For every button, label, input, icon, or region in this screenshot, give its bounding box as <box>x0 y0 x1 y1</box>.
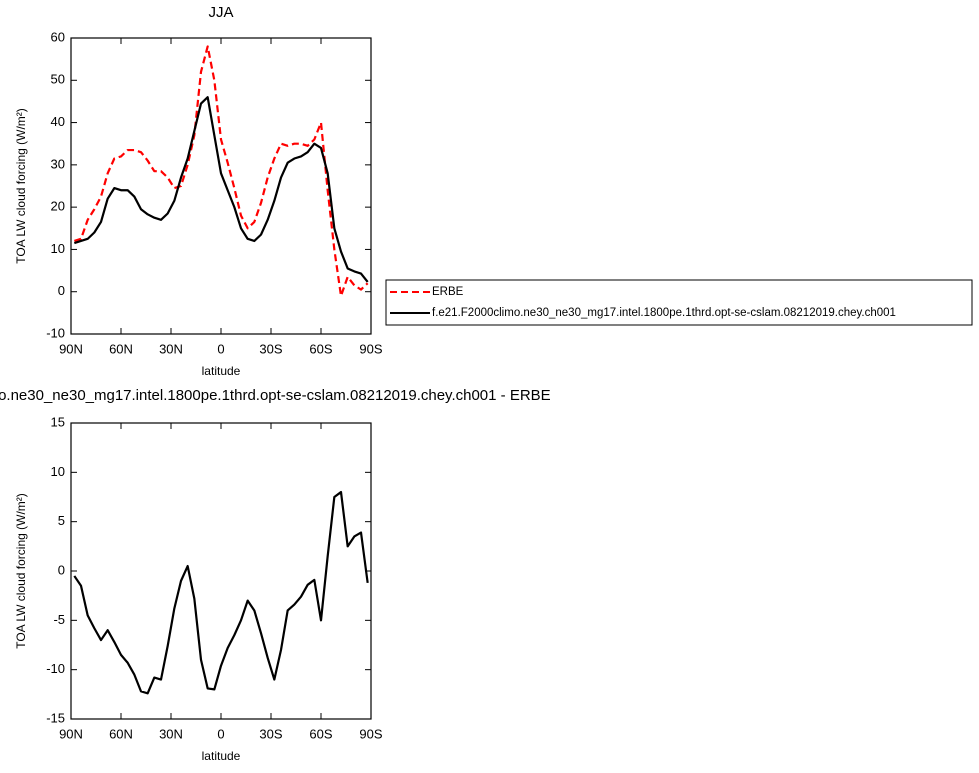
y-tick-label: -5 <box>53 612 65 627</box>
y-tick-label: 10 <box>51 241 65 256</box>
data-line <box>73 490 369 695</box>
data-line <box>73 45 369 298</box>
x-tick-label: 60S <box>309 726 332 741</box>
x-tick-label: 60N <box>109 341 133 356</box>
x-tick-label: 30S <box>259 341 282 356</box>
y-tick-label: 50 <box>51 72 65 87</box>
plot-frame <box>70 422 372 720</box>
x-tick-label: 90N <box>59 726 83 741</box>
legend-box <box>385 279 973 326</box>
y-tick-label: 0 <box>58 283 65 298</box>
y-tick-label: 30 <box>51 156 65 171</box>
x-axis-label: latitude <box>202 364 241 378</box>
legend-label: f.e21.F2000climo.ne30_ne30_mg17.intel.18… <box>432 307 896 319</box>
x-tick-label: 90N <box>59 341 83 356</box>
x-tick-label: 0 <box>217 341 224 356</box>
x-tick-label: 60S <box>309 341 332 356</box>
data-line <box>73 96 369 283</box>
legend-label: ERBE <box>432 286 464 298</box>
y-tick-label: -15 <box>46 710 65 725</box>
y-tick-label: 0 <box>58 562 65 577</box>
y-tick-label: 40 <box>51 114 65 129</box>
y-tick-label: 5 <box>58 513 65 528</box>
y-tick-label: -10 <box>46 661 65 676</box>
y-axis-label: TOA LW cloud forcing (W/m²) <box>14 108 28 264</box>
x-tick-label: 30N <box>159 726 183 741</box>
y-tick-label: -10 <box>46 325 65 340</box>
x-tick-label: 30S <box>259 726 282 741</box>
x-axis-label: latitude <box>202 749 241 763</box>
x-tick-label: 30N <box>159 341 183 356</box>
x-tick-label: 90S <box>359 341 382 356</box>
y-tick-label: 15 <box>51 414 65 429</box>
x-tick-label: 60N <box>109 726 133 741</box>
chart-title: JJA <box>208 4 233 21</box>
x-tick-label: 90S <box>359 726 382 741</box>
chart-title: f.e21.F2000climo.ne30_ne30_mg17.intel.18… <box>0 387 551 404</box>
x-tick-label: 0 <box>217 726 224 741</box>
y-tick-label: 10 <box>51 464 65 479</box>
y-axis-label: TOA LW cloud forcing (W/m²) <box>14 493 28 649</box>
plot-frame <box>70 37 372 335</box>
y-tick-label: 20 <box>51 199 65 214</box>
y-tick-label: 60 <box>51 29 65 44</box>
